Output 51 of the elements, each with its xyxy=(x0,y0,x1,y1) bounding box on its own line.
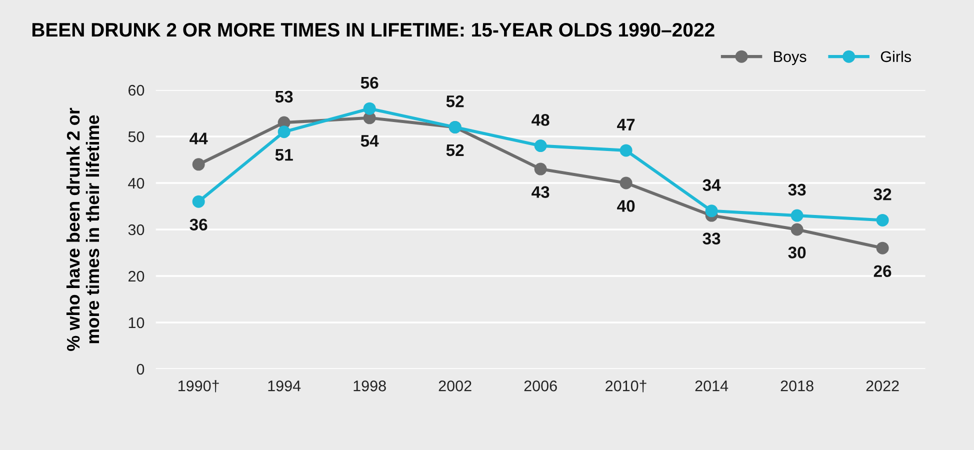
data-label: 34 xyxy=(702,179,721,191)
point xyxy=(790,223,804,236)
data-label: 51 xyxy=(275,149,293,161)
y-tick-label: 10 xyxy=(128,317,144,328)
data-label: 54 xyxy=(360,135,379,147)
data-label: 47 xyxy=(617,118,635,130)
x-tick-label: 1994 xyxy=(268,380,301,392)
data-label: 44 xyxy=(190,132,208,144)
point xyxy=(534,140,547,152)
data-label: 33 xyxy=(702,232,720,244)
x-tick-label: 2014 xyxy=(695,380,728,392)
point xyxy=(534,162,547,176)
data-label: 32 xyxy=(874,188,892,200)
point xyxy=(192,195,205,208)
y-tick-label: 60 xyxy=(128,84,144,96)
data-label: 33 xyxy=(788,184,806,196)
point xyxy=(705,204,718,218)
point xyxy=(876,242,889,254)
point xyxy=(278,126,290,138)
data-label: 52 xyxy=(446,144,464,156)
y-tick-label: 0 xyxy=(136,364,144,375)
chart-title: BEEN DRUNK 2 OR MORE TIMES IN LIFETIME: 15-YEAR OLDS 1990–2022 xyxy=(32,22,714,37)
data-label: 43 xyxy=(532,186,550,198)
y-tick-label: 30 xyxy=(128,224,144,236)
point xyxy=(620,176,632,190)
x-tick-label: 2022 xyxy=(866,380,899,392)
data-label: 52 xyxy=(446,95,464,108)
point xyxy=(620,144,632,157)
legend-label: Boys xyxy=(774,51,806,66)
x-tick-label: 2002 xyxy=(438,380,472,392)
x-tick-label: 1998 xyxy=(354,380,386,392)
data-label: 56 xyxy=(360,76,378,89)
data-label: 36 xyxy=(190,218,208,231)
point xyxy=(876,214,889,226)
point xyxy=(790,209,804,222)
y-tick-label: 20 xyxy=(128,270,144,282)
y-tick-label: 40 xyxy=(128,178,144,189)
x-tick-label: 2010† xyxy=(606,380,646,392)
data-label: 48 xyxy=(532,114,550,126)
data-label: 53 xyxy=(275,90,293,103)
data-label: 40 xyxy=(617,200,635,212)
data-label: 30 xyxy=(788,246,806,258)
point xyxy=(363,102,376,115)
x-tick-label: 2006 xyxy=(524,380,557,392)
data-label: 26 xyxy=(874,265,892,278)
point xyxy=(192,158,205,171)
x-tick-label: 2018 xyxy=(780,380,814,392)
y-axis-title: % who have been drunk 2 or more times in their lifetime xyxy=(66,108,100,351)
x-tick-label: 1990† xyxy=(178,380,219,392)
legend-label: Girls xyxy=(880,50,911,62)
y-tick-label: 50 xyxy=(128,131,144,142)
